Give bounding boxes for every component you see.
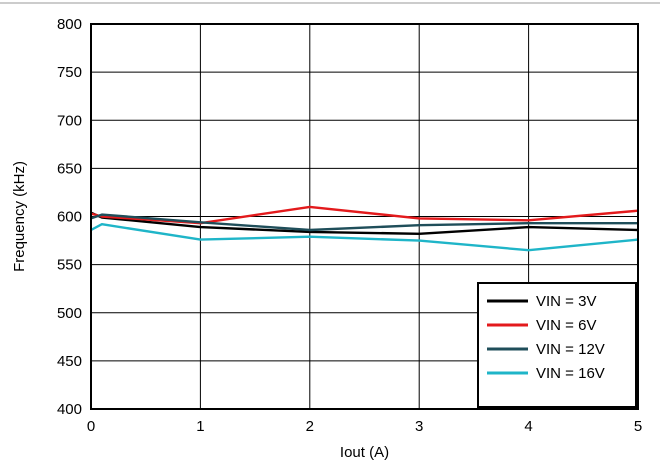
legend-label: VIN = 16V [536, 365, 605, 382]
x-tick-label: 5 [634, 418, 642, 435]
data-point [199, 238, 202, 241]
legend-box [477, 282, 637, 408]
x-tick-label: 0 [87, 418, 95, 435]
data-point [418, 239, 421, 242]
y-tick-label: 800 [57, 16, 82, 33]
data-point [309, 231, 311, 233]
x-tick-label: 3 [415, 418, 423, 435]
data-point [418, 217, 421, 220]
legend: VIN = 3V VIN = 6V VIN = 12V VIN = 16V [477, 282, 637, 408]
legend-label: VIN = 3V [536, 293, 596, 310]
data-point [527, 219, 530, 222]
data-point [418, 224, 421, 226]
data-point [101, 213, 103, 216]
x-tick-label: 4 [524, 418, 532, 435]
y-tick-label: 400 [57, 401, 82, 418]
y-tick-label: 550 [57, 257, 82, 274]
series-lines [90, 205, 639, 252]
data-point [309, 229, 311, 231]
y-tick-label: 750 [57, 64, 82, 81]
tick-labels: 0 1 2 3 4 5 400 450 500 550 600 650 700 750 800 [57, 16, 642, 435]
plot-area-border [90, 23, 639, 410]
data-point [418, 233, 421, 235]
legend-label: VIN = 12V [536, 341, 605, 358]
x-tick-label: 2 [306, 418, 314, 435]
data-point [527, 226, 530, 228]
data-point [101, 223, 103, 225]
y-axis-title: Frequency (kHz) [11, 161, 28, 272]
x-axis-title: Iout (A) [340, 444, 389, 461]
grid [90, 23, 639, 410]
y-tick-label: 650 [57, 160, 82, 177]
x-tick-label: 1 [196, 418, 204, 435]
data-point [309, 235, 311, 238]
y-tick-label: 450 [57, 353, 82, 370]
y-tick-label: 700 [57, 112, 82, 129]
y-tick-label: 600 [57, 209, 82, 226]
data-point [199, 226, 202, 228]
data-point [527, 222, 530, 225]
data-point [527, 249, 530, 251]
legend-label: VIN = 6V [536, 317, 596, 334]
data-point [101, 215, 103, 218]
y-tick-label: 500 [57, 305, 82, 322]
data-point [309, 206, 311, 208]
data-point [199, 221, 202, 224]
